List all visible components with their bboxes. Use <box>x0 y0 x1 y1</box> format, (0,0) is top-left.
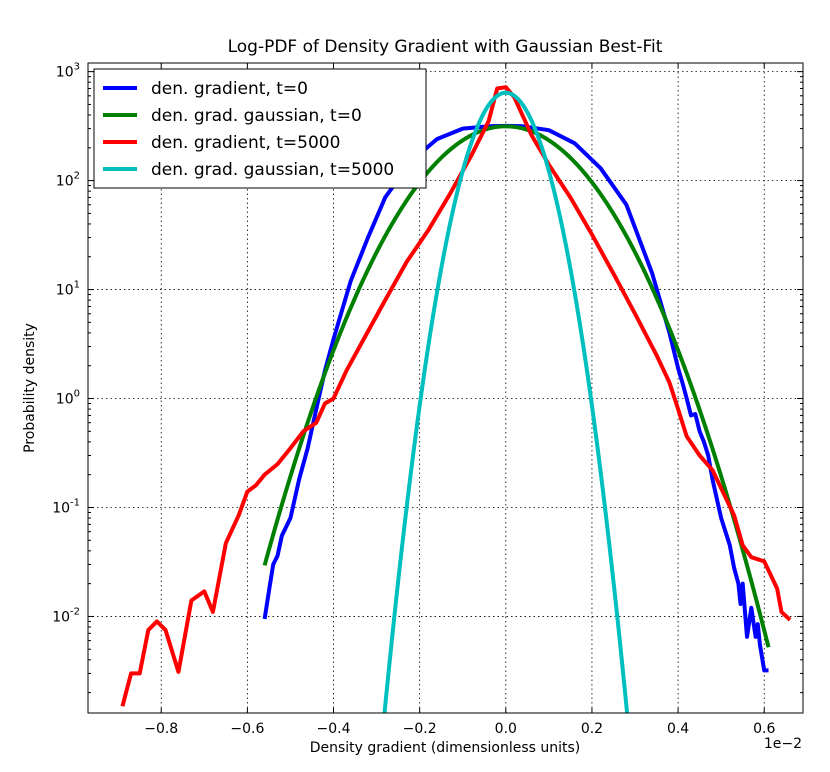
x-tick-label: 0.4 <box>667 721 689 737</box>
x-tick-label: 0.6 <box>753 721 775 737</box>
y-tick-label: 100 <box>56 389 80 408</box>
series-line-3 <box>120 85 792 707</box>
y-tick-label: 103 <box>56 62 80 81</box>
legend-label-1: den. gradient, t=0 <box>151 79 308 99</box>
legend: den. gradient, t=0 den. grad. gaussian, t… <box>93 68 427 189</box>
y-tick-label: 10-2 <box>52 606 80 625</box>
legend-label-2: den. grad. gaussian, t=0 <box>151 106 362 126</box>
series-line-4 <box>382 90 630 713</box>
x-tick-label: −0.8 <box>144 721 178 737</box>
x-axis-offset-label: 1e−2 <box>764 736 802 752</box>
x-tick-label: −0.2 <box>403 721 437 737</box>
x-tick-label: 0.2 <box>581 721 603 737</box>
x-tick-label: −0.6 <box>230 721 264 737</box>
y-tick-label: 10-1 <box>52 497 80 516</box>
legend-label-3: den. gradient, t=5000 <box>151 133 340 153</box>
y-tick-label: 102 <box>56 171 80 190</box>
chart-title: Log-PDF of Density Gradient with Gaussia… <box>228 37 663 57</box>
x-axis-label: Density gradient (dimensionless units) <box>310 740 581 756</box>
x-ticks: −0.8 −0.6 −0.4 −0.2 0.0 0.2 0.4 0.6 <box>144 63 775 737</box>
y-axis-label: Probability density <box>22 323 38 453</box>
x-tick-label: 0.0 <box>495 721 517 737</box>
legend-label-4: den. grad. gaussian, t=5000 <box>151 160 394 180</box>
legend-box <box>93 68 427 189</box>
plot-frame <box>87 62 804 714</box>
series-line-1 <box>262 123 769 673</box>
series-layer <box>120 85 792 713</box>
y-tick-label: 101 <box>56 280 80 299</box>
x-tick-label: −0.4 <box>317 721 351 737</box>
series-line-2 <box>262 124 771 648</box>
y-ticks: 10-2 10-1 100 101 102 103 <box>52 62 803 694</box>
